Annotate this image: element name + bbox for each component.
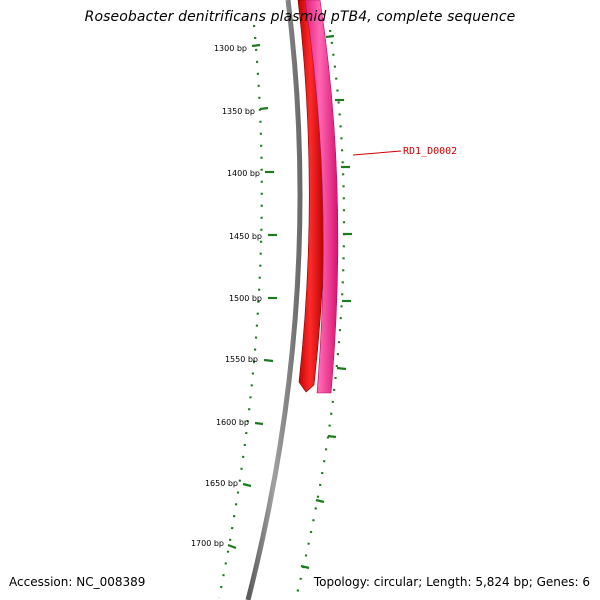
feature-label-RD1_D0002[interactable]: RD1_D0002 [403,146,457,157]
tick-label-1650: 1650 bp [205,479,238,488]
tick-label-1400: 1400 bp [227,169,260,178]
inner-major-ticks [227,43,277,550]
tick-label-1450: 1450 bp [229,232,262,241]
plasmid-backbone [245,0,303,600]
tick-label-1500: 1500 bp [229,294,262,303]
tick-label-1550: 1550 bp [225,355,258,364]
map-title: Roseobacter denitrificans plasmid pTB4, … [84,9,516,25]
tick-labels: 1300 bp 1350 bp 1400 bp 1450 bp 1500 bp … [191,44,262,548]
feature-label-leader [352,150,402,156]
summary-label: Topology: circular; Length: 5,824 bp; Ge… [313,575,590,589]
outer-tick-ring [294,29,346,599]
tick-label-1700: 1700 bp [191,539,224,548]
tick-label-1350: 1350 bp [222,107,255,116]
outer-major-ticks [300,34,352,570]
tick-label-1600: 1600 bp [216,418,249,427]
accession-label: Accession: NC_008389 [9,575,146,589]
tick-label-1300: 1300 bp [214,44,247,53]
feature-arc-RD1_D0002[interactable] [304,0,339,394]
